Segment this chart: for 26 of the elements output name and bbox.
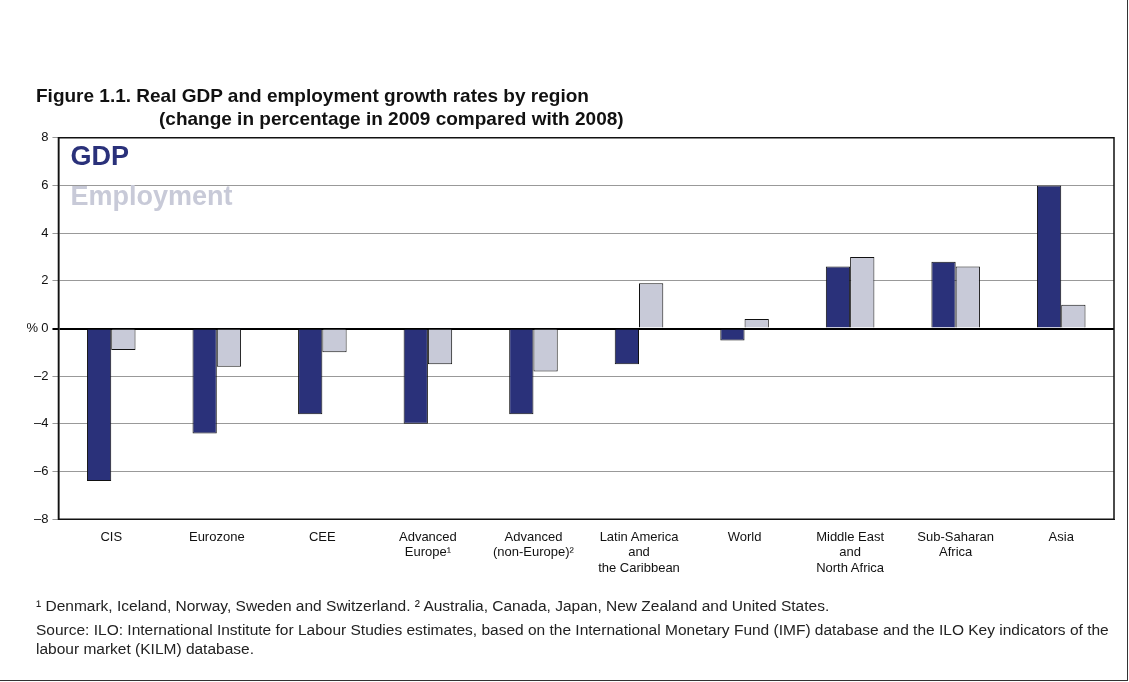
y-tick-label: –4 (33, 415, 49, 431)
x-tick-label: Eurozone (188, 528, 245, 544)
chart-subtitle: (change in percentage in 2009 compared with 2008) (158, 107, 624, 130)
x-tick-label: Advanced Europe¹ (398, 528, 457, 560)
x-tick-label: Advanced (non-Europe)² (492, 528, 575, 560)
x-tick-label: CEE (308, 528, 337, 544)
y-tick-label: –2 (33, 367, 49, 383)
y-tick-label: 2 (41, 272, 49, 288)
text: GDP (70, 140, 129, 171)
x-tick-label: Asia (1048, 528, 1075, 544)
x-tick-label: Middle East and North Africa (816, 528, 885, 575)
source-note: Source: ILO: International Institute for Labour Studies estimates, based on the International Monetary Fund (IMF) database and the ILO Key indicators of the labour market (KILM) database. (36, 620, 1110, 658)
y-tick-label: 0 (41, 320, 49, 336)
x-tick-label: Sub-Saharan Africa (917, 528, 994, 560)
chart-title: Figure 1.1. Real GDP and employment growth rates by region (36, 84, 590, 107)
y-tick-label: 6 (41, 177, 49, 193)
text: ¹ Denmark, Iceland, Norway, Sweden and Switzerland. ² Australia, Canada, Japan, New Zealand and United States. (36, 596, 831, 615)
y-tick-label: 8 (41, 129, 49, 145)
y-tick-label: –6 (33, 463, 49, 479)
x-tick-label: CIS (100, 528, 123, 544)
y-axis-title: % (26, 320, 39, 336)
x-tick-label: Latin America and the Caribbean (598, 528, 680, 575)
y-tick-label: –8 (33, 510, 49, 526)
x-tick-label: World (727, 528, 762, 544)
text: Employment (70, 180, 233, 211)
y-tick-label: 4 (41, 224, 49, 240)
